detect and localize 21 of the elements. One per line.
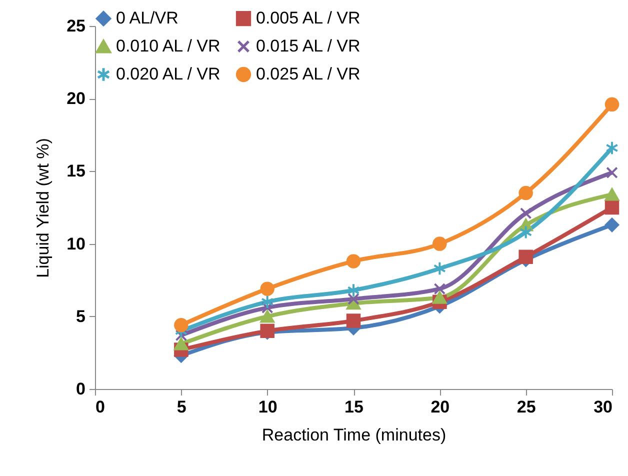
x-tick-label: 25	[516, 398, 536, 416]
legend-label: 0.010 AL / VR	[116, 36, 220, 56]
x-tick-label: 5	[176, 398, 186, 416]
y-tick-label: 20	[66, 89, 86, 108]
y-tick-label: 5	[76, 306, 86, 326]
x-tick-label: 10	[258, 398, 278, 416]
y-tick-label: 10	[66, 234, 86, 254]
y-tick-label: 0	[76, 380, 86, 398]
legend-label: 0.020 AL / VR	[116, 64, 220, 84]
y-tick-label: 15	[66, 162, 86, 181]
legend-label: 0.025 AL / VR	[256, 64, 360, 84]
x-axis-title: Reaction Time (minutes)	[262, 426, 446, 444]
legend-label: 0.005 AL / VR	[256, 8, 360, 28]
x-tick-label: 0	[96, 398, 105, 416]
legend-label: 0.015 AL / VR	[256, 36, 360, 56]
x-tick-label: 30	[594, 398, 612, 416]
y-tick-label: 25	[66, 16, 86, 36]
x-tick-label: 15	[344, 398, 364, 416]
y-axis-title: Liquid Yield (wt %)	[34, 138, 53, 278]
legend-label: 0 AL/VR	[116, 8, 178, 28]
x-tick-label: 20	[430, 398, 450, 416]
